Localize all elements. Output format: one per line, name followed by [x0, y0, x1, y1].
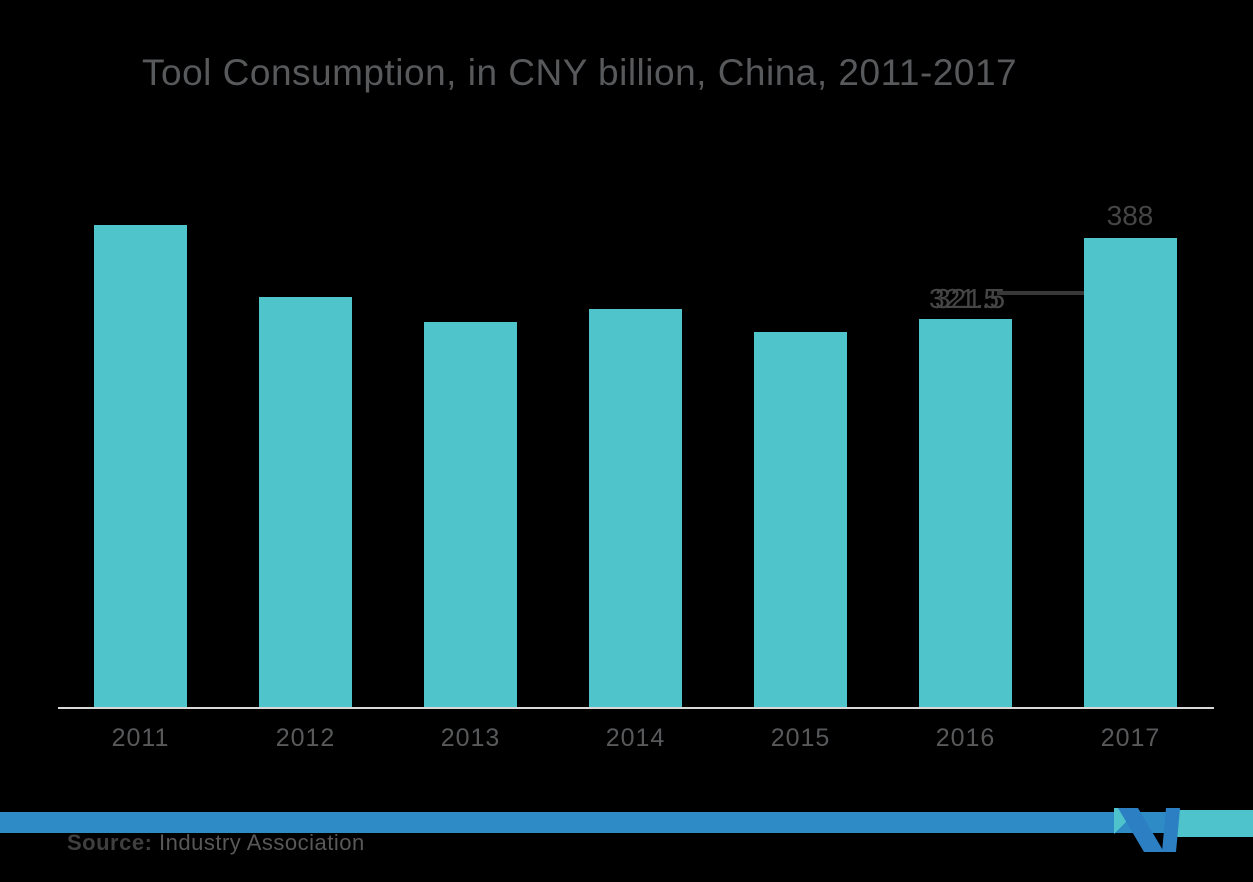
x-tick-2011: 2011: [111, 724, 170, 752]
bar-2017: [1084, 238, 1177, 708]
x-axis-line: [58, 707, 1214, 709]
data-label-leader-line: [997, 291, 1084, 295]
source-text: Industry Association: [159, 830, 365, 855]
bar-2016: [919, 319, 1012, 708]
x-tick-2016: 2016: [935, 724, 996, 752]
bar-2014: [589, 309, 682, 708]
bar-2011: [94, 225, 187, 708]
bar-2012: [259, 297, 352, 708]
source-line: Source: Industry Association: [67, 830, 365, 856]
x-tick-2015: 2015: [770, 724, 831, 752]
x-tick-2017: 2017: [1100, 724, 1161, 752]
footer-band-teal: [1167, 810, 1253, 837]
source-label: Source:: [67, 830, 153, 855]
brand-logo-icon: [1114, 808, 1180, 852]
data-label-2016-ghost: 321.5: [935, 283, 1006, 314]
chart-title: Tool Consumption, in CNY billion, China,…: [142, 52, 1018, 93]
logo-blue-diagonal: [1118, 808, 1164, 852]
x-tick-2014: 2014: [605, 724, 666, 752]
bar-2015: [754, 332, 847, 708]
data-label-2017: 388: [1106, 200, 1154, 231]
bar-2013: [424, 322, 517, 708]
x-tick-2012: 2012: [275, 724, 336, 752]
footer-band-blue: [0, 812, 1170, 833]
data-label-2016: 321.5: [929, 283, 1000, 314]
logo-blue-bar: [1162, 808, 1180, 852]
x-tick-2013: 2013: [440, 724, 501, 752]
